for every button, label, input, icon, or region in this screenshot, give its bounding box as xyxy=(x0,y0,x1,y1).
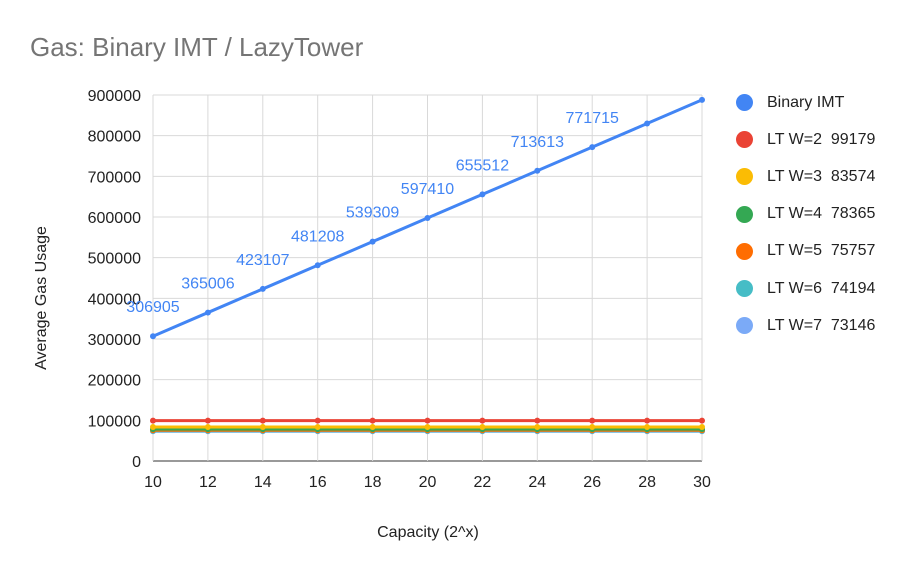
y-tick-label: 800000 xyxy=(88,129,141,146)
data-point xyxy=(589,417,596,424)
data-point xyxy=(204,424,211,431)
legend-label: LT W=4 78365 xyxy=(767,205,876,223)
legend-swatch xyxy=(736,205,753,223)
data-label: 597410 xyxy=(401,181,454,198)
legend-item: LT W=6 74194 xyxy=(736,270,875,307)
data-point xyxy=(314,262,321,269)
legend-item: LT W=5 75757 xyxy=(736,233,875,270)
y-tick-label: 200000 xyxy=(88,373,141,390)
legend-label: LT W=5 75757 xyxy=(767,242,876,260)
data-label: 423107 xyxy=(236,252,289,269)
data-point xyxy=(314,417,321,424)
x-tick-label: 10 xyxy=(144,474,162,491)
legend-label: LT W=6 74194 xyxy=(767,279,876,297)
legend-swatch xyxy=(736,168,753,186)
legend-label: Binary IMT xyxy=(767,93,845,111)
legend-item: LT W=4 78365 xyxy=(736,196,875,233)
data-point xyxy=(259,285,266,292)
legend-swatch xyxy=(736,94,753,112)
data-point xyxy=(204,309,211,316)
y-axis-title: Average Gas Usage xyxy=(33,226,50,370)
series-layer xyxy=(150,96,705,435)
y-axis-ticks: 0 100000 200000 300000 400000 500000 600000 700… xyxy=(88,88,141,471)
data-label: 771715 xyxy=(566,110,619,127)
legend-item: LT W=3 83574 xyxy=(736,158,875,195)
legend-label: LT W=3 83574 xyxy=(767,167,876,185)
legend-item: LT W=7 73146 xyxy=(736,307,875,344)
y-tick-label: 900000 xyxy=(88,88,141,105)
data-point xyxy=(479,191,486,198)
x-tick-label: 12 xyxy=(199,474,217,491)
data-point xyxy=(699,424,705,431)
data-point xyxy=(534,424,541,431)
legend-label: LT W=2 99179 xyxy=(767,130,876,148)
legend-swatch xyxy=(736,280,753,298)
x-tick-label: 28 xyxy=(638,474,656,491)
gridlines xyxy=(152,94,703,462)
x-tick-label: 20 xyxy=(419,474,437,491)
data-point xyxy=(479,424,486,431)
data-point xyxy=(644,120,651,127)
data-label: 306905 xyxy=(126,299,179,316)
data-point xyxy=(259,424,266,431)
x-tick-label: 26 xyxy=(583,474,601,491)
x-tick-label: 14 xyxy=(254,474,272,491)
data-labels: 3069053650064231074812085393095974106555… xyxy=(126,110,619,316)
data-point xyxy=(150,424,156,431)
data-point xyxy=(150,417,156,424)
legend-label: LT W=7 73146 xyxy=(767,316,876,334)
data-point xyxy=(699,417,705,424)
series-0 xyxy=(150,96,705,340)
y-tick-label: 100000 xyxy=(88,413,141,430)
data-label: 655512 xyxy=(456,157,509,174)
chart-title: Gas: Binary IMT / LazyTower xyxy=(30,32,364,62)
x-axis-ticks: 10 12 14 16 18 20 22 24 26 28 30 xyxy=(144,474,711,491)
data-point xyxy=(369,238,376,245)
y-tick-label: 400000 xyxy=(88,291,141,308)
data-label: 365006 xyxy=(181,276,234,293)
legend-swatch xyxy=(736,131,753,149)
legend-swatch xyxy=(736,317,753,335)
data-point xyxy=(644,424,651,431)
data-point xyxy=(369,424,376,431)
y-tick-label: 0 xyxy=(132,454,141,471)
data-point xyxy=(259,417,266,424)
data-point xyxy=(534,167,541,174)
data-point xyxy=(699,96,705,103)
x-tick-label: 16 xyxy=(309,474,327,491)
data-point xyxy=(424,215,431,222)
legend: Binary IMT LT W=2 99179 LT W=3 83574 LT W=4… xyxy=(736,84,875,344)
y-tick-label: 500000 xyxy=(88,251,141,268)
data-point xyxy=(369,417,376,424)
x-axis-title: Capacity (2^x) xyxy=(377,524,479,541)
data-point xyxy=(534,417,541,424)
data-point xyxy=(424,417,431,424)
x-tick-label: 18 xyxy=(364,474,382,491)
series-2 xyxy=(150,424,705,431)
data-point xyxy=(204,417,211,424)
data-label: 713613 xyxy=(511,134,564,151)
series-1 xyxy=(150,417,705,424)
y-tick-label: 600000 xyxy=(88,210,141,227)
y-tick-label: 700000 xyxy=(88,169,141,186)
x-tick-label: 24 xyxy=(528,474,546,491)
data-point xyxy=(589,424,596,431)
data-point xyxy=(314,424,321,431)
legend-item: Binary IMT xyxy=(736,84,875,121)
data-point xyxy=(150,333,156,340)
legend-item: LT W=2 99179 xyxy=(736,121,875,158)
data-point xyxy=(644,417,651,424)
y-tick-label: 300000 xyxy=(88,332,141,349)
data-point xyxy=(424,424,431,431)
data-label: 481208 xyxy=(291,228,344,245)
legend-swatch xyxy=(736,242,753,260)
x-tick-label: 30 xyxy=(693,474,711,491)
x-tick-label: 22 xyxy=(474,474,492,491)
data-point xyxy=(479,417,486,424)
data-label: 539309 xyxy=(346,205,399,222)
data-point xyxy=(589,144,596,151)
